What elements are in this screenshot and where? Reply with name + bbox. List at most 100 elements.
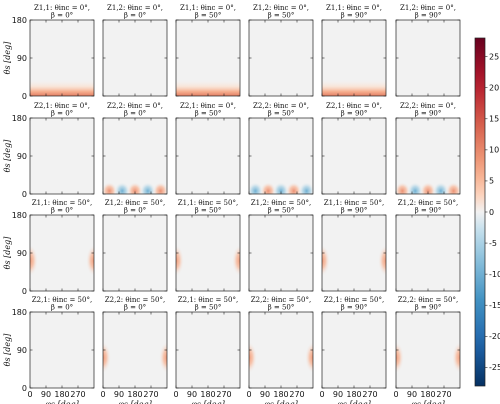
heatmap-panel: Z1,1: θinc = 0°,β = 50° [175,4,241,97]
positive-lobe [396,182,411,194]
colorbar-tick-label: 10 [489,146,499,155]
x-tick-label: 0 [319,390,324,399]
panel-title-line2: β = 0° [51,12,73,20]
positive-lobe [152,182,167,194]
panel-title-line1: Z1,1: θinc = 50°, [32,199,92,207]
panel-field [322,215,386,291]
x-tick-label: 0 [246,390,251,399]
panel-title-line2: β = 0° [51,110,73,118]
side-lobe-left [103,341,111,374]
side-lobe-left [176,244,184,277]
band-mark [322,58,386,96]
panel-background [176,312,240,388]
panel-title-line2: β = 0° [124,12,146,20]
panel-field [30,215,94,291]
panel-title-line1: Z1,2: θinc = 50°, [105,199,165,207]
x-tick-label: 90 [41,390,51,399]
panel-field [249,20,313,96]
panel-background [396,20,460,96]
x-tick-label: 270 [436,390,451,399]
panel-background [176,215,240,291]
y-tick-label: 90 [17,249,27,258]
panel-field [176,312,240,388]
negative-lobe [407,182,424,194]
panel-title-line2: β = 0° [51,207,73,215]
panel-background [322,118,386,194]
x-tick-label: 90 [187,390,197,399]
panel-field [103,118,167,194]
colorbar-tick-label: 5 [489,177,494,186]
heatmap-panel: Z1,1: θinc = 50°,β = 0° 180 90 0 θs [deg] [3,199,95,296]
y-tick-label: 0 [22,287,27,296]
panel-title-line1: Z1,1: θinc = 50°, [178,199,238,207]
colorbar-tick-label: 15 [489,115,499,124]
panel-title-line2: β = 90° [415,12,442,20]
colorbar-tick-label: 20 [489,84,499,93]
panel-title-line2: β = 50° [268,304,295,312]
panel-title-line1: Z2,1: θinc = 50°, [324,296,384,304]
panel-field [396,312,460,388]
panel-field [103,312,167,388]
heatmap-panel: Z2,2: θinc = 50°,β = 90° 0 90180270φs [deg… [393,296,461,404]
y-tick-label: 0 [22,384,27,393]
panel-title-line1: Z1,2: θinc = 0°, [253,4,309,12]
y-tick-label: 90 [17,54,27,63]
colorbar-tick-label: -25 [489,363,500,372]
colorbar-tick-label: -15 [489,301,500,310]
panel-field [396,118,460,194]
panel-title-line2: β = 90° [341,12,368,20]
panel-field [249,118,313,194]
panel-title-line2: β = 90° [341,304,368,312]
heatmap-panel: Z1,2: θinc = 50°,β = 90° [395,199,461,292]
panel-title-line1: Z2,2: θinc = 50°, [251,296,311,304]
panel-field [176,215,240,291]
panel-title-line1: Z1,1: θinc = 0°, [180,4,236,12]
heatmap-panel: Z1,2: θinc = 50°,β = 0° [102,199,168,292]
panel-title-line1: Z1,1: θinc = 0°, [34,4,90,12]
heatmap-panel: Z1,2: θinc = 0°,β = 90° [395,4,461,97]
x-tick-label: 90 [407,390,417,399]
negative-lobe [249,182,264,194]
x-tick-label: 90 [114,390,124,399]
panel-title-line2: β = 50° [195,110,222,118]
panel-title-line2: β = 50° [268,12,295,20]
panel-title-line1: Z2,2: θinc = 0°, [400,102,456,110]
panel-field [176,20,240,96]
panel-title-line1: Z2,1: θinc = 50°, [32,296,92,304]
panel-background [322,312,386,388]
panel-background [176,118,240,194]
panel-title-line2: β = 0° [51,304,73,312]
panel-title-line1: Z2,1: θinc = 50°, [178,296,238,304]
x-axis-label: φs [deg] [264,400,298,404]
panel-background [249,118,313,194]
y-tick-label: 180 [12,16,27,25]
panel-title-line1: Z2,2: θinc = 0°, [107,102,163,110]
heatmap-panel: Z1,2: θinc = 0°,β = 0° [102,4,168,97]
panel-title-line2: β = 50° [268,110,295,118]
panel-title-line2: β = 90° [341,207,368,215]
side-lobe-right [378,244,386,277]
x-tick-label: 180 [273,390,288,399]
panel-field [249,215,313,291]
panel-title-line2: β = 0° [124,110,146,118]
heatmap-panel: Z2,1: θinc = 50°,β = 90° 0 90180270φs [deg… [319,296,387,404]
panel-title-line1: Z1,1: θinc = 0°, [326,4,382,12]
heatmap-panel: Z1,1: θinc = 0°,β = 0° 180 90 0 θs [deg] [3,4,95,101]
panel-title-line1: Z1,2: θinc = 0°, [400,4,456,12]
panel-background [396,312,460,388]
panel-title-line2: β = 90° [415,207,442,215]
x-tick-label: 270 [362,390,377,399]
side-lobe-right [159,341,167,374]
heatmap-panel: Z2,1: θinc = 0°,β = 50° [175,102,241,195]
panel-title-line2: β = 90° [341,110,368,118]
x-tick-label: 270 [143,390,158,399]
panel-title-line1: Z2,1: θinc = 0°, [34,102,90,110]
panel-background [103,20,167,96]
colorbar-tick-label: 0 [489,208,494,217]
negative-lobe [273,182,289,194]
panel-title-line1: Z1,2: θinc = 50°, [398,199,458,207]
panel-background [249,215,313,291]
